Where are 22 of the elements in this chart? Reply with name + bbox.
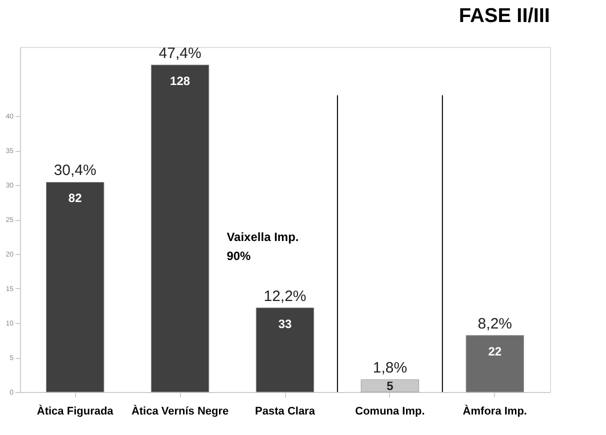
data-label: 12,2% xyxy=(264,288,306,305)
x-tick-label: Àmfora Imp. xyxy=(462,404,527,418)
x-tick-label: Àtica Vernís Negre xyxy=(131,404,229,418)
data-label: 47,4% xyxy=(158,44,202,62)
bar xyxy=(46,182,104,392)
x-tick-label: Pasta Clara xyxy=(255,406,316,418)
annotation: 5 xyxy=(386,378,394,393)
data-label: 30,4% xyxy=(54,162,96,180)
data-label: 1,8% xyxy=(372,360,408,377)
annotation: 82 xyxy=(68,191,82,206)
x-tick-label: Comuna Imp. xyxy=(355,406,425,418)
annotation: 90% xyxy=(226,248,252,263)
bar xyxy=(466,335,524,392)
x-tick-label: Àtica Figurada xyxy=(36,404,114,418)
annotation: 33 xyxy=(278,316,292,331)
annotation: 22 xyxy=(488,344,502,358)
bar xyxy=(256,308,314,392)
annotation: 128 xyxy=(170,74,190,88)
chart-title: FASE II/III xyxy=(458,4,550,27)
annotation: Vaixella Imp. xyxy=(226,230,299,244)
bar xyxy=(150,64,210,392)
data-label: 8,2% xyxy=(478,315,512,332)
